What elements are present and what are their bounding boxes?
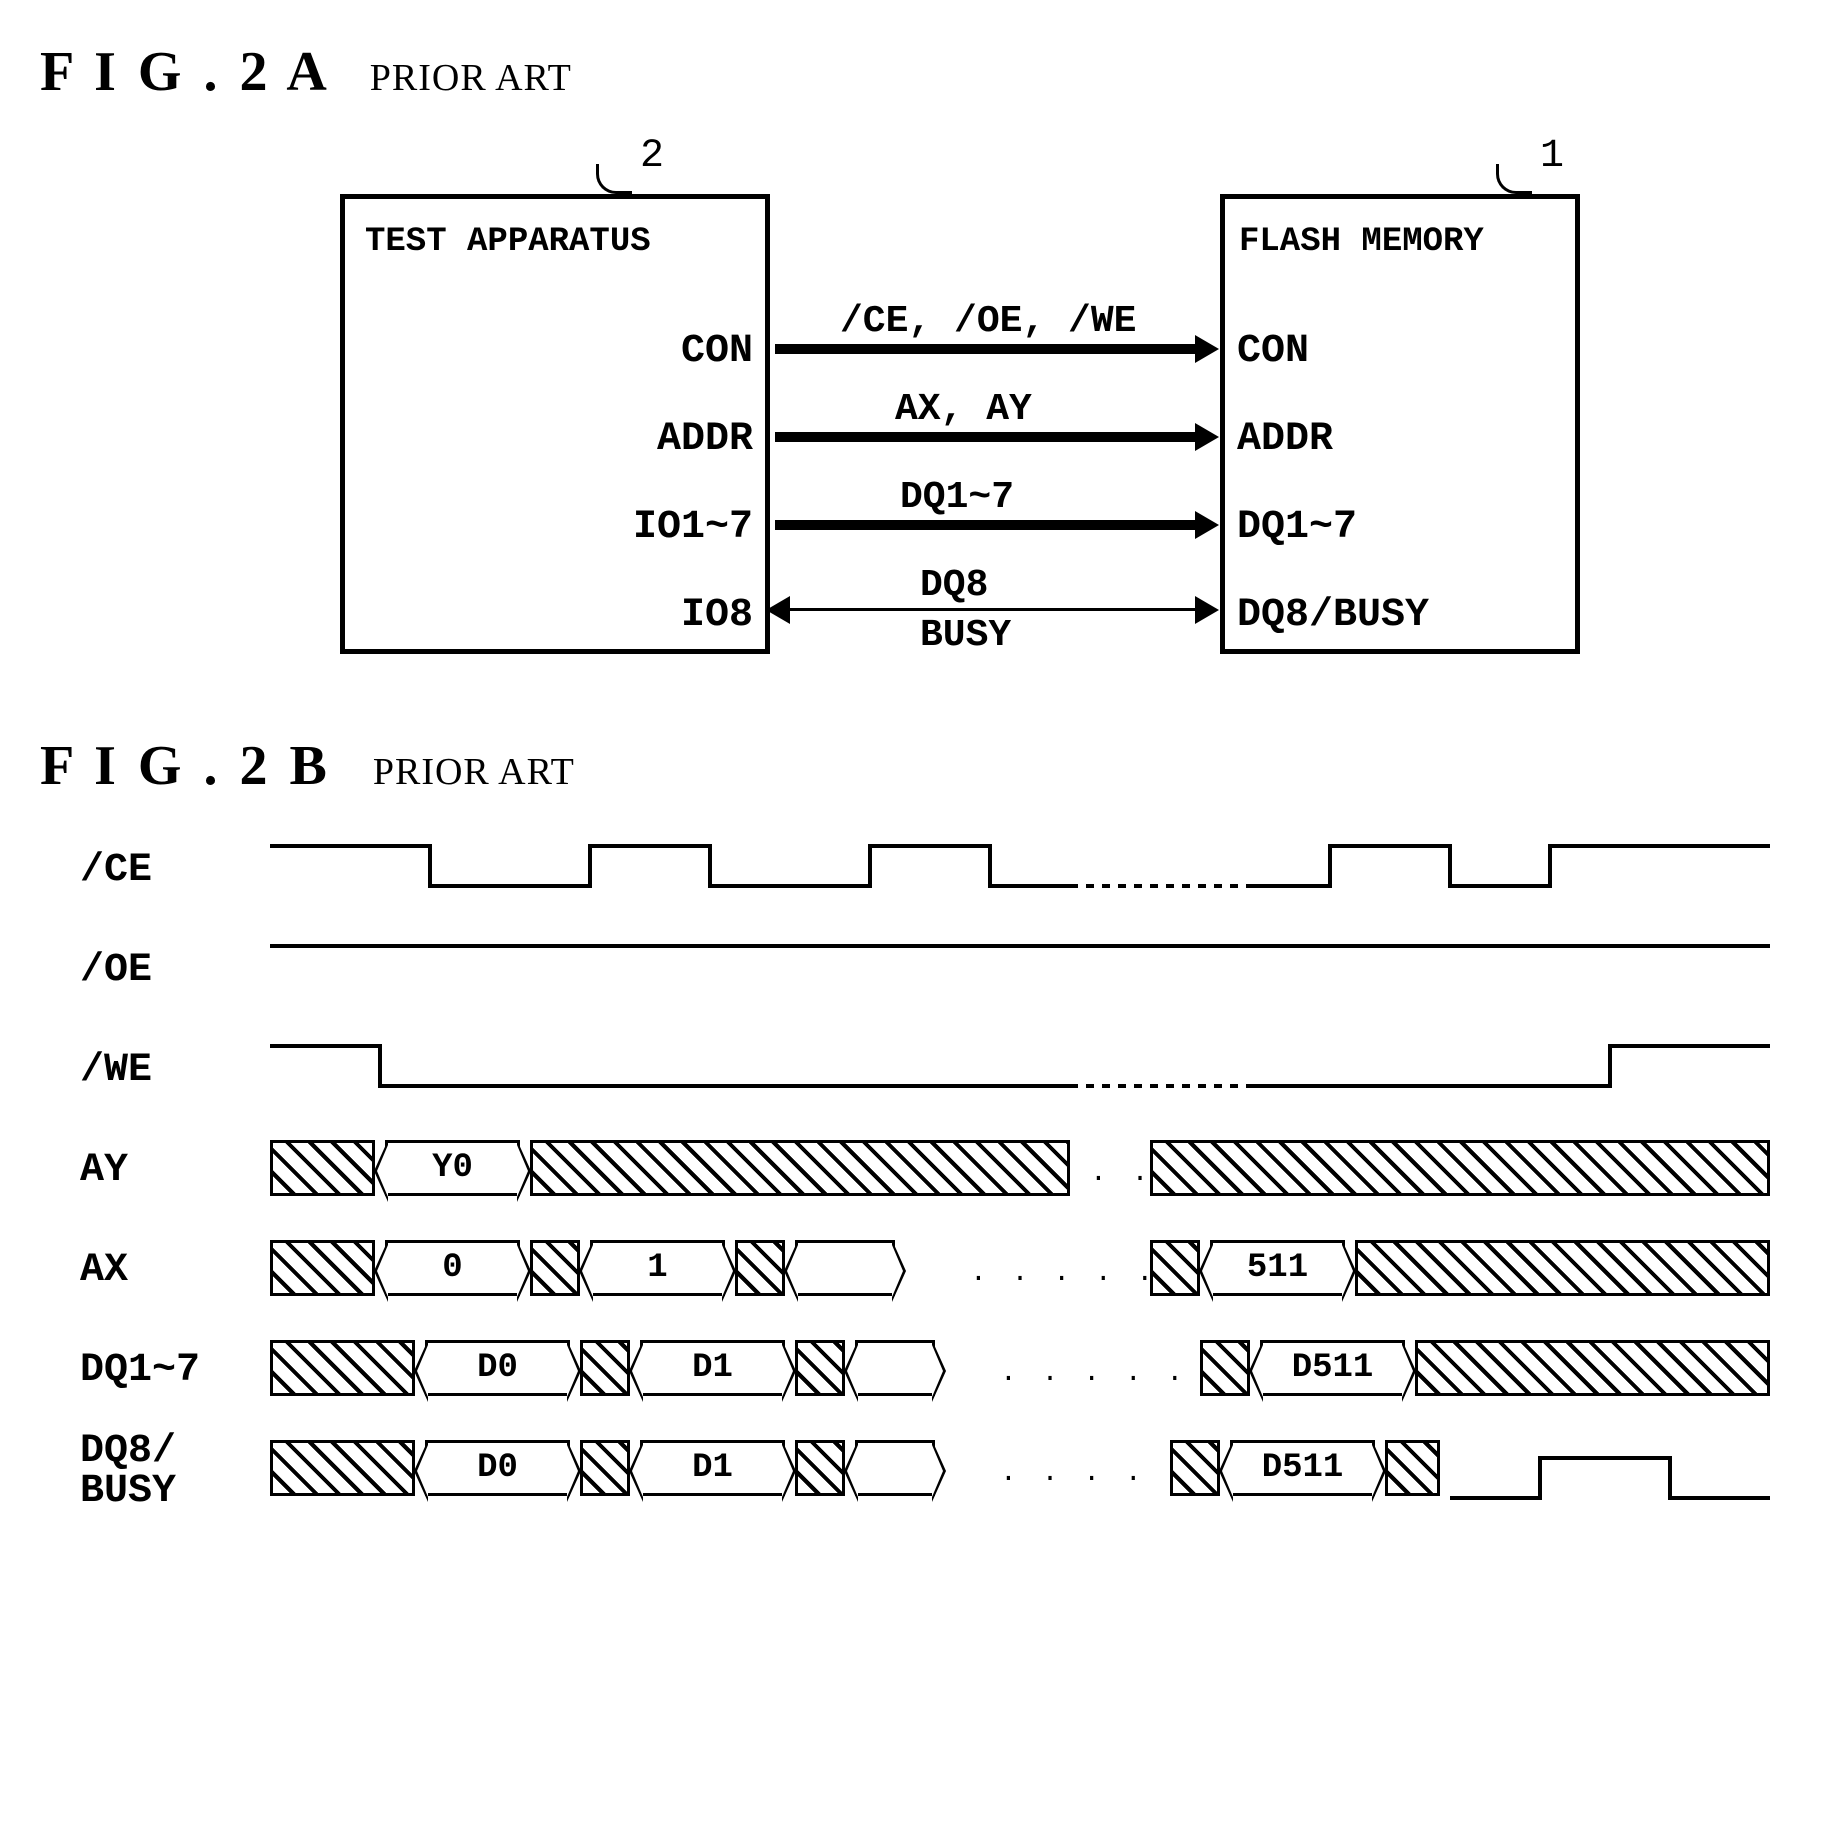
timing-row--WE: /WE — [80, 1028, 1780, 1128]
bus-hatch — [270, 1340, 415, 1396]
test-apparatus-label: TEST APPARATUS — [365, 223, 651, 261]
flash-memory-label: FLASH MEMORY — [1239, 223, 1484, 261]
fig2b-title: F I G . 2 B PRIOR ART — [40, 734, 1781, 798]
ref-num-1: 1 — [1540, 134, 1564, 179]
bus-hatch — [530, 1140, 1070, 1196]
block-test-apparatus: TEST APPARATUS CON ADDR IO1~7 IO8 — [340, 194, 770, 654]
timing-row-AX: AX 0 1 . . . . . 511 — [80, 1228, 1780, 1328]
bus-valid: 0 — [385, 1240, 520, 1296]
timing-row--CE: /CE — [80, 828, 1780, 928]
waveform--CE — [270, 828, 1770, 908]
bus-valid — [795, 1240, 895, 1296]
pin-addr-right: ADDR — [1237, 417, 1333, 462]
bus-hatch — [1150, 1240, 1200, 1296]
ref-leader-2 — [596, 164, 632, 194]
timing-label--WE: /WE — [80, 1048, 250, 1093]
arrow-dq8 — [790, 608, 1195, 611]
fig2a-diagram: TEST APPARATUS CON ADDR IO1~7 IO8 2 FLAS… — [160, 134, 1660, 694]
bus-hatch — [795, 1340, 845, 1396]
bus-lane-DQ1-7: D0 D1 . . . . . D511 — [270, 1340, 1770, 1396]
timing-label--CE: /CE — [80, 848, 250, 893]
timing-row-DQ8-BUSY: DQ8/BUSYD0D1. . . . .D511 — [80, 1428, 1780, 1528]
timing-label-DQ8-BUSY: DQ8/BUSY — [80, 1432, 250, 1512]
bus-valid: D511 — [1260, 1340, 1405, 1396]
fig2b-title-main: F I G . 2 B — [40, 735, 331, 797]
fig2a-title-main: F I G . 2 A — [40, 41, 328, 103]
fig2a-title: F I G . 2 A PRIOR ART — [40, 40, 1781, 104]
bus-valid-label: 1 — [647, 1249, 667, 1287]
arrow-addr-head — [1195, 423, 1219, 451]
bus-valid-label: 0 — [442, 1249, 462, 1287]
ref-num-2: 2 — [640, 134, 664, 179]
pin-addr-left: ADDR — [657, 417, 753, 462]
bus-hatch — [735, 1240, 785, 1296]
pin-io8-left: IO8 — [681, 593, 753, 638]
bus-hatch — [270, 1140, 375, 1196]
pin-con-right: CON — [1237, 329, 1309, 374]
bus-hatch — [1355, 1240, 1770, 1296]
bus-hatch — [1415, 1340, 1770, 1396]
timing-label-DQ1-7: DQ1~7 — [80, 1348, 250, 1393]
bus-ellipsis: . . . . . — [970, 1258, 1157, 1289]
bus-valid-label: Y0 — [432, 1149, 473, 1187]
sig-ax-ay: AX, AY — [895, 388, 1032, 431]
bus-lane-AY: Y0. . . . . — [270, 1140, 1770, 1196]
timing-row-DQ1-7: DQ1~7 D0 D1 . . . . . D511 — [80, 1328, 1780, 1428]
ref-leader-1 — [1496, 164, 1532, 194]
sig-ce-oe-we: /CE, /OE, /WE — [840, 300, 1136, 343]
arrow-con-head — [1195, 335, 1219, 363]
arrow-dq17 — [775, 520, 1195, 530]
bus-valid: 1 — [590, 1240, 725, 1296]
bus-valid — [855, 1340, 935, 1396]
sig-busy: BUSY — [920, 614, 1011, 657]
busy-tail-waveform — [270, 1440, 1770, 1520]
arrow-addr — [775, 432, 1195, 442]
fig2a-title-sub: PRIOR ART — [370, 57, 572, 99]
bus-lane-AX: 0 1 . . . . . 511 — [270, 1240, 1770, 1296]
bus-valid-label: D0 — [477, 1349, 518, 1387]
pin-dq17-right: DQ1~7 — [1237, 505, 1357, 550]
pin-dq8busy-right: DQ8/BUSY — [1237, 593, 1429, 638]
bus-hatch — [580, 1340, 630, 1396]
bus-valid: Y0 — [385, 1140, 520, 1196]
arrow-dq17-head — [1195, 511, 1219, 539]
timing-label-AX: AX — [80, 1248, 250, 1293]
bus-hatch — [530, 1240, 580, 1296]
waveform--WE — [270, 1028, 1770, 1108]
arrow-dq8-head-r — [1195, 596, 1219, 624]
block-flash-memory: FLASH MEMORY CON ADDR DQ1~7 DQ8/BUSY — [1220, 194, 1580, 654]
arrow-con — [775, 344, 1195, 354]
timing-label-AY: AY — [80, 1148, 250, 1193]
timing-row--OE: /OE — [80, 928, 1780, 1028]
waveform--OE — [270, 928, 1770, 1008]
sig-dq8: DQ8 — [920, 564, 988, 607]
bus-ellipsis: . . . . . — [1000, 1358, 1187, 1389]
bus-valid-label: D1 — [692, 1349, 733, 1387]
bus-valid: 511 — [1210, 1240, 1345, 1296]
fig2b-title-sub: PRIOR ART — [373, 751, 575, 793]
bus-valid: D1 — [640, 1340, 785, 1396]
timing-row-AY: AY Y0. . . . . — [80, 1128, 1780, 1228]
timing-label--OE: /OE — [80, 948, 250, 993]
arrow-dq8-head-l — [766, 596, 790, 624]
pin-con-left: CON — [681, 329, 753, 374]
bus-hatch — [270, 1240, 375, 1296]
fig2b-timing-diagram: /CE/OE/WEAYY0. . . . .AX01. . . . .511DQ… — [80, 828, 1780, 1528]
bus-valid-label: 511 — [1247, 1249, 1308, 1287]
pin-io17-left: IO1~7 — [633, 505, 753, 550]
bus-valid: D0 — [425, 1340, 570, 1396]
sig-dq17: DQ1~7 — [900, 476, 1014, 519]
bus-valid-label: D511 — [1292, 1349, 1374, 1387]
bus-hatch — [1200, 1340, 1250, 1396]
bus-hatch — [1150, 1140, 1770, 1196]
